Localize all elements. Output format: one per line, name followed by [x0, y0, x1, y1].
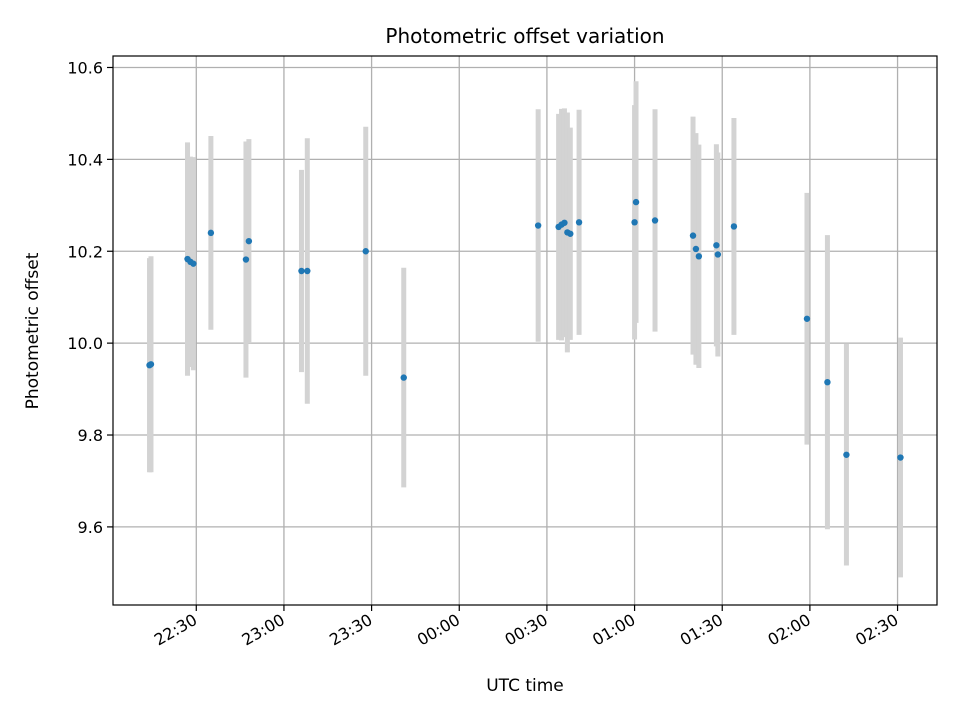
data-point — [147, 361, 155, 368]
data-point — [207, 229, 215, 237]
data-point — [651, 217, 659, 224]
data-point — [692, 245, 700, 253]
data-point — [803, 315, 811, 322]
data-point — [689, 232, 697, 239]
y-tick-label: 10.2 — [67, 242, 103, 261]
data-point — [245, 237, 253, 245]
y-tick-label: 10.0 — [67, 334, 103, 353]
data-point — [362, 248, 369, 255]
x-axis-label: UTC time — [486, 676, 564, 696]
data-point — [632, 198, 640, 206]
y-tick-label: 10.4 — [67, 150, 103, 169]
data-point — [730, 223, 738, 230]
data-point — [400, 374, 407, 381]
y-axis-ticks: 9.6 9.8 10.0 10.2 10.4 10.6 — [67, 58, 113, 537]
data-point — [567, 230, 574, 237]
data-point — [714, 251, 722, 258]
data-point — [575, 219, 583, 226]
data-point — [824, 378, 831, 386]
data-points — [146, 198, 904, 461]
y-tick-label: 10.6 — [67, 58, 103, 77]
chart-title: Photometric offset variation — [385, 24, 664, 48]
data-point — [843, 451, 850, 458]
plot-frame — [112, 55, 938, 606]
data-point — [631, 219, 638, 226]
data-point — [534, 222, 542, 229]
data-point — [561, 219, 568, 226]
data-point — [190, 260, 197, 267]
data-point — [897, 454, 904, 461]
y-axis-label: Photometric offset — [23, 252, 43, 409]
data-point — [298, 267, 305, 275]
y-tick-label: 9.6 — [78, 518, 103, 537]
y-tick-label: 9.8 — [78, 426, 103, 445]
data-point — [695, 253, 703, 260]
data-point — [713, 242, 720, 249]
data-point — [304, 267, 311, 275]
data-point — [242, 256, 250, 263]
